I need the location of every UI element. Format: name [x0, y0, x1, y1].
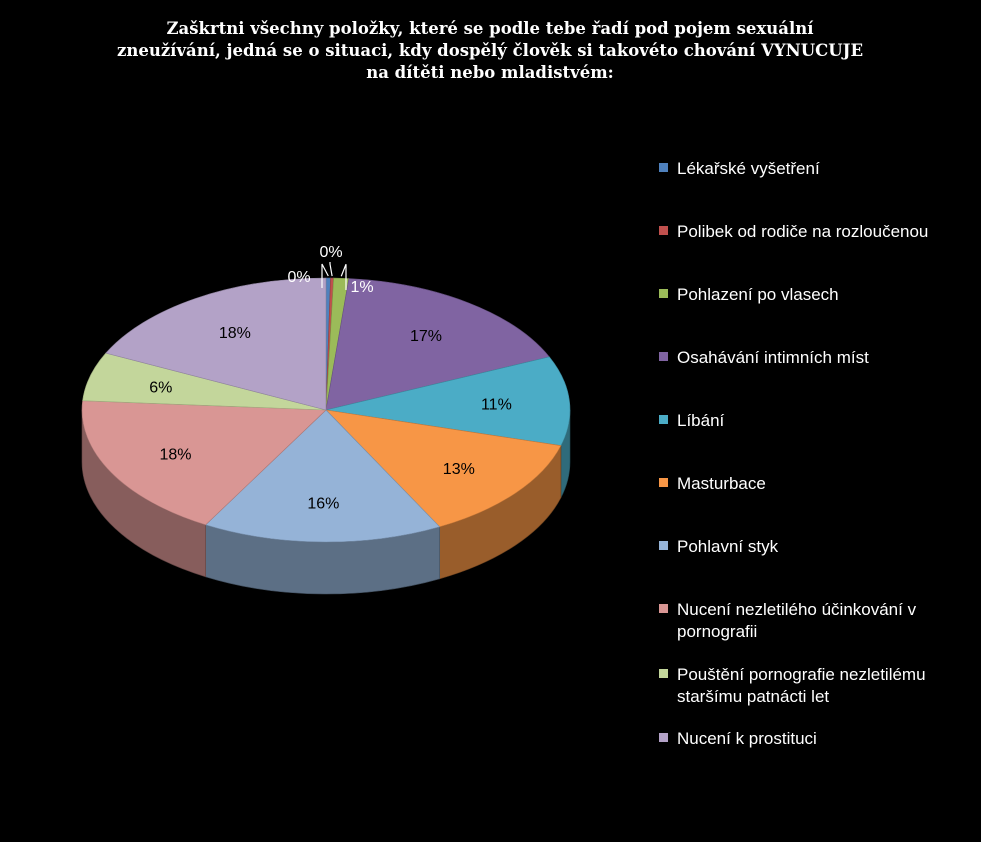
pie-slice-6 — [325, 409, 562, 528]
legend-swatch — [659, 226, 668, 235]
legend-swatch — [659, 478, 668, 487]
legend-swatch — [659, 289, 668, 298]
leader-line-1 — [321, 263, 329, 288]
leader-line-3 — [340, 264, 347, 290]
data-label-6: 13% — [443, 461, 475, 478]
legend-swatch — [659, 415, 668, 424]
pie-slice-4 — [325, 278, 550, 411]
legend-swatch — [659, 604, 668, 613]
data-label-8: 18% — [159, 447, 191, 464]
data-label-2: 0% — [319, 244, 342, 261]
data-label-4: 17% — [410, 328, 442, 345]
legend-swatch — [659, 541, 668, 550]
data-label-7: 16% — [307, 495, 339, 512]
legend-label: Pohlavní styk — [677, 537, 779, 556]
legend-item-9: Pouštění pornografie nezletilému starším… — [659, 664, 969, 708]
data-label-5: 11% — [481, 397, 512, 414]
pie-slice-5 — [325, 356, 571, 446]
legend-label: Nucení nezletilého účinkování v pornogra… — [677, 600, 917, 641]
legend-label: Nucení k prostituci — [677, 729, 817, 748]
data-label-10: 18% — [219, 325, 251, 342]
pie-top — [81, 277, 571, 543]
legend-label: Pohlazení po vlasech — [677, 285, 839, 304]
legend-item-1: Lékařské vyšetření — [659, 158, 969, 180]
legend-label: Masturbace — [677, 474, 766, 493]
data-label-3: 1% — [350, 279, 373, 296]
legend-label: Lékařské vyšetření — [677, 159, 820, 178]
legend-swatch — [659, 733, 668, 742]
legend-label: Osahávání intimních míst — [677, 348, 869, 367]
data-labels: 0% 0% 1% 17% 11% 13% 16% 18% 6% 18% — [149, 244, 512, 512]
legend-label: Polibek od rodiče na rozloučenou — [677, 222, 929, 241]
pie-slice-7 — [205, 409, 441, 543]
leader-line-2 — [329, 262, 333, 277]
legend-item-7: Pohlavní styk — [659, 536, 969, 558]
legend-swatch — [659, 669, 668, 678]
legend-item-6: Masturbace — [659, 473, 969, 495]
legend-label: Pouštění pornografie nezletilému starším… — [677, 665, 926, 706]
chart-title: Zaškrtni všechny položky, které se podle… — [116, 19, 864, 82]
pie-slice-10 — [105, 277, 327, 411]
legend-item-8: Nucení nezletilého účinkování v pornogra… — [659, 599, 969, 643]
data-label-9: 6% — [149, 379, 172, 396]
pie-slice-8 — [81, 400, 327, 526]
data-label-1: 0% — [287, 269, 310, 286]
legend-item-10: Nucení k prostituci — [659, 728, 969, 750]
legend-swatch — [659, 352, 668, 361]
legend-item-3: Pohlazení po vlasech — [659, 284, 969, 306]
legend-label: Líbání — [677, 411, 725, 430]
legend-item-2: Polibek od rodiče na rozloučenou — [659, 221, 969, 243]
legend-item-4: Osahávání intimních míst — [659, 347, 969, 369]
legend-item-5: Líbání — [659, 410, 969, 432]
legend-swatch — [659, 163, 668, 172]
